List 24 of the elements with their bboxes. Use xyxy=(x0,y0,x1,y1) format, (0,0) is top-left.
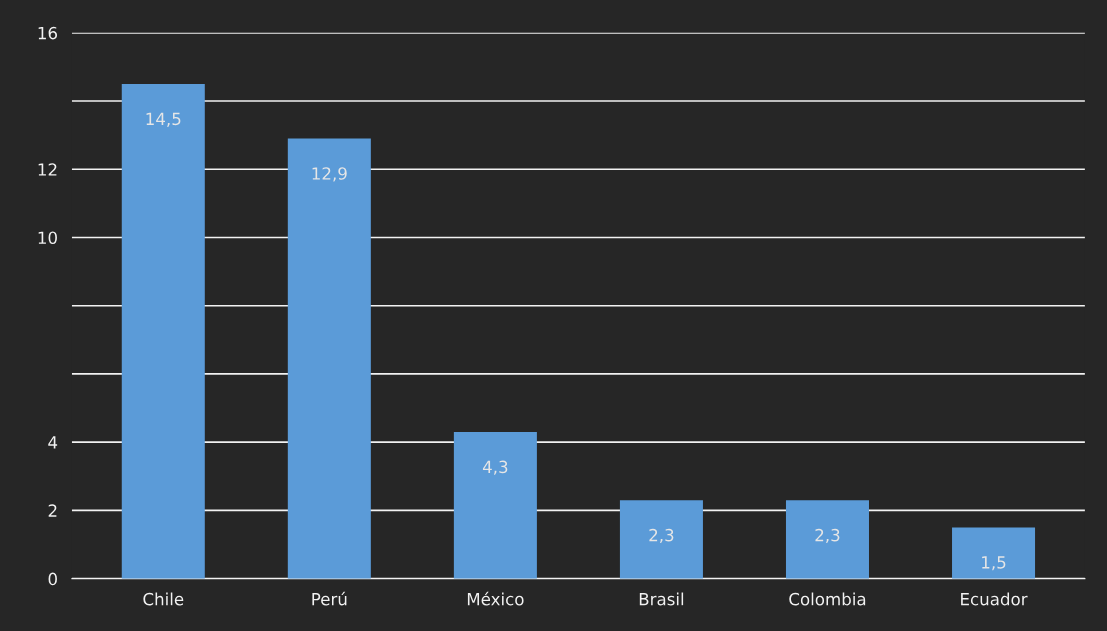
y-tick-label: 10 xyxy=(38,231,57,245)
y-tick-label: 0 xyxy=(48,572,57,586)
x-tick-label: Chile xyxy=(143,592,184,606)
x-tick-label: Perú xyxy=(312,591,347,606)
bar xyxy=(121,83,205,579)
bar xyxy=(785,500,869,579)
x-tick-label: México xyxy=(467,591,524,606)
data-label: 14,5 xyxy=(146,112,181,127)
bar xyxy=(952,527,1036,579)
y-tick-label: 2 xyxy=(48,504,57,517)
bar xyxy=(619,500,703,579)
data-label: 4,3 xyxy=(482,460,508,475)
y-tick-label: 16 xyxy=(38,26,58,40)
bar xyxy=(453,431,537,579)
data-label: 2,3 xyxy=(815,528,840,544)
y-tick-label: 12 xyxy=(38,163,57,176)
data-label: 1,5 xyxy=(982,556,1006,571)
y-tick-label: 4 xyxy=(48,436,58,449)
x-tick-label: Colombia xyxy=(789,592,866,606)
x-tick-label: Brasil xyxy=(639,592,684,606)
data-label: 12,9 xyxy=(312,167,347,182)
data-label: 2,3 xyxy=(649,528,674,544)
bar xyxy=(287,138,371,579)
x-tick-label: Ecuador xyxy=(961,592,1028,606)
